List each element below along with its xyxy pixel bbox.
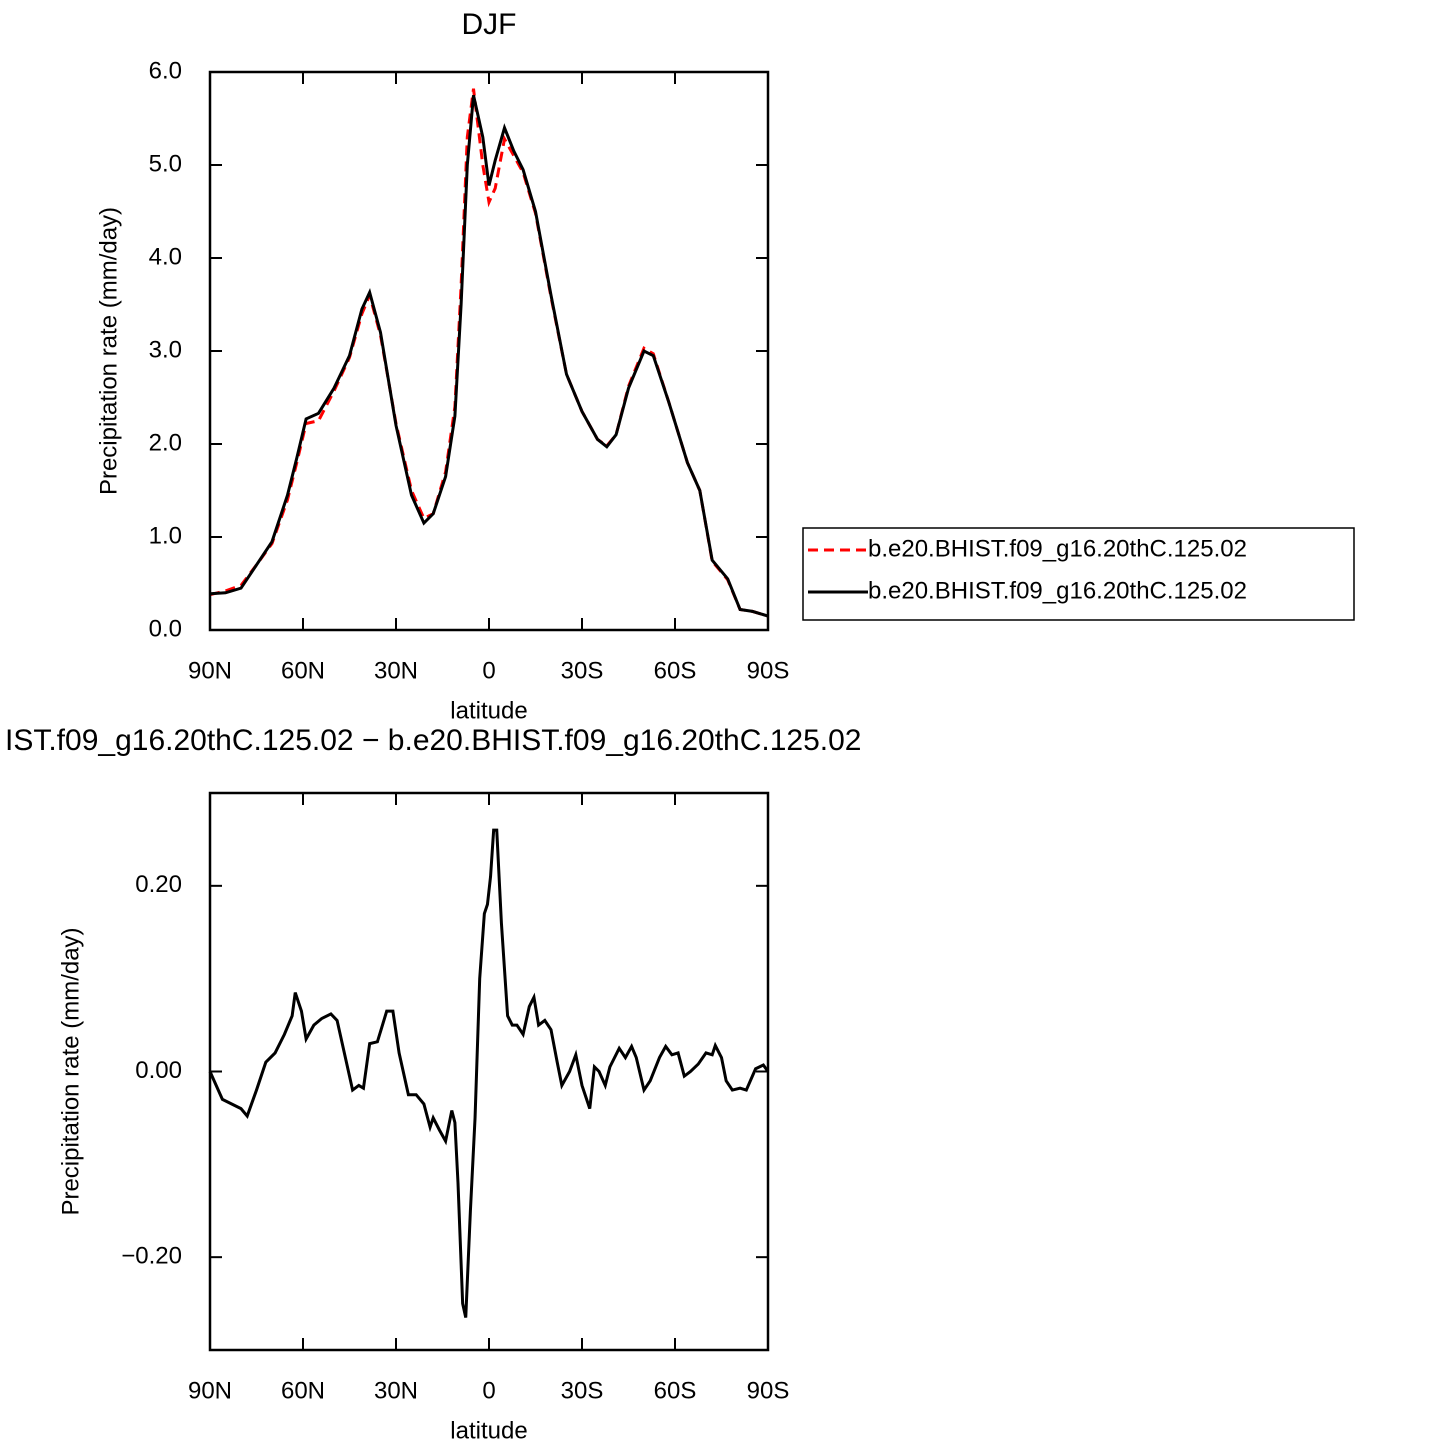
legend-box: [802, 527, 1355, 621]
chart-title: DJF: [462, 8, 517, 41]
legend-label: b.e20.BHIST.f09_g16.20thC.125.02: [868, 577, 1247, 604]
x-tick-label: 30N: [374, 1377, 418, 1404]
data-line: [209, 94, 769, 618]
y-tick-label: 4.0: [149, 243, 182, 270]
y-tick-label: 6.0: [149, 57, 182, 84]
x-tick-label: 0: [482, 1377, 495, 1404]
y-tick-label: 5.0: [149, 150, 182, 177]
y-tick-label: 2.0: [149, 429, 182, 456]
y-tick-label: 3.0: [149, 336, 182, 363]
y-axis-label: Precipitation rate (mm/day): [95, 207, 122, 495]
x-tick-label: 0: [482, 657, 495, 684]
y-axis-label: Precipitation rate (mm/day): [57, 927, 84, 1215]
y-tick-label: 1.0: [149, 522, 182, 549]
x-tick-label: 60S: [654, 1377, 697, 1404]
x-tick-label: 30S: [561, 657, 604, 684]
x-tick-label: 90S: [747, 657, 790, 684]
x-tick-label: 90S: [747, 1377, 790, 1404]
plot-frame: [208, 791, 770, 1352]
x-tick-label: 30N: [374, 657, 418, 684]
x-tick-label: 60N: [281, 657, 325, 684]
x-tick-label: 60N: [281, 1377, 325, 1404]
y-tick-label: 0.0: [149, 615, 182, 642]
x-tick-label: 90N: [188, 1377, 232, 1404]
y-tick-label: 0.20: [135, 871, 182, 898]
data-line: [208, 828, 770, 1318]
legend-label: b.e20.BHIST.f09_g16.20thC.125.02: [868, 535, 1247, 562]
x-tick-label: 30S: [561, 1377, 604, 1404]
y-tick-label: 0.00: [135, 1057, 182, 1084]
data-line: [209, 88, 769, 618]
x-tick-label: 60S: [654, 657, 697, 684]
plot-frame: [208, 70, 770, 632]
x-axis-label: latitude: [450, 697, 527, 724]
y-tick-label: −0.20: [121, 1243, 182, 1270]
x-axis-label: latitude: [450, 1417, 527, 1444]
chart-title: IST.f09_g16.20thC.125.02 − b.e20.BHIST.f…: [5, 724, 861, 757]
x-tick-label: 90N: [188, 657, 232, 684]
